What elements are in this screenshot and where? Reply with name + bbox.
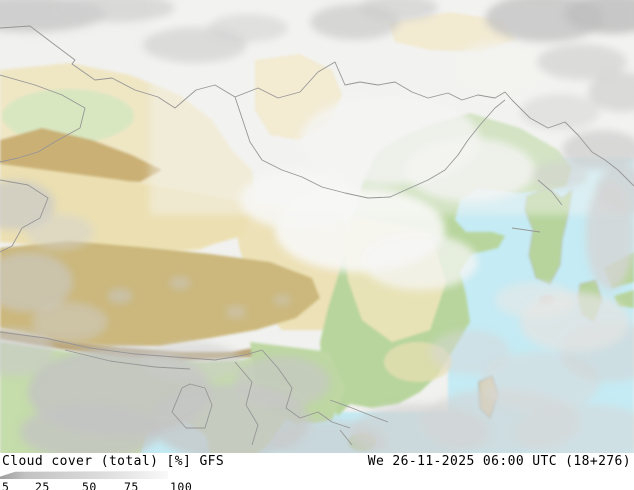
border-layer: [0, 25, 634, 446]
border-himalaya-line: [0, 331, 263, 361]
border-india-myanmar: [234, 361, 259, 446]
map-canvas: [0, 0, 634, 455]
legend-tick-5: 5: [2, 480, 10, 490]
region-shikoku: [614, 290, 634, 308]
legend-tick-100: 100: [170, 480, 193, 490]
border-bangladesh: [171, 383, 213, 429]
map-timestamp: We 26-11-2025 06:00 UTC (18+276): [367, 454, 631, 469]
cloud-layer: [0, 0, 634, 455]
region-tianshan: [0, 128, 162, 182]
legend-tick-25: 25: [35, 480, 50, 490]
weather-map-svg: [0, 0, 634, 455]
map-title: Cloud cover (total) [%] GFS: [2, 454, 225, 469]
border-central-asia: [0, 74, 86, 163]
legend-tick-75: 75: [124, 480, 139, 490]
border-china-vietnam: [329, 399, 389, 423]
border-laos-vietnam: [339, 429, 353, 446]
border-korea-dmz: [511, 227, 541, 233]
border-mongolia-south: [234, 96, 506, 199]
legend-gradient-bar: [0, 471, 168, 479]
border-north-chain: [0, 25, 634, 187]
border-nepal: [64, 349, 191, 370]
map-footer: Cloud cover (total) [%] GFS We 26-11-202…: [0, 453, 634, 490]
border-myanmar-china-laos: [261, 349, 351, 429]
legend-tick-50: 50: [82, 480, 97, 490]
border-china-nkorea: [537, 179, 563, 206]
border-pamir: [0, 179, 49, 253]
